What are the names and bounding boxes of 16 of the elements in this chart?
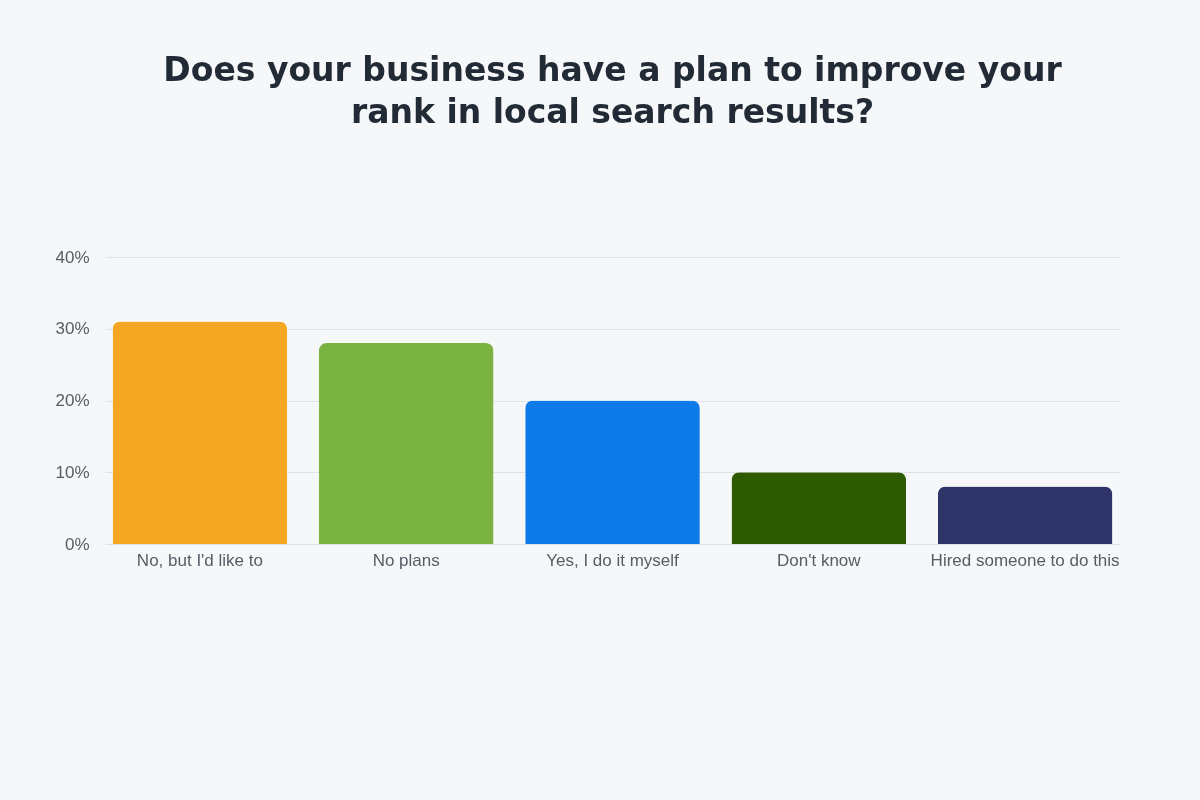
x-tick-label: No, but I'd like to: [136, 550, 263, 570]
x-tick-label: Hired someone to do this: [930, 550, 1120, 570]
y-tick-label: 0%: [64, 534, 90, 554]
x-tick-label: Yes, I do it myself: [546, 550, 680, 570]
y-tick-label: 20%: [55, 391, 90, 410]
bar: [525, 400, 700, 544]
bar: [937, 486, 1113, 544]
bar: [112, 321, 288, 544]
y-tick-label: 10%: [55, 462, 90, 482]
bar: [731, 472, 907, 544]
x-tick-label: No plans: [372, 550, 440, 570]
x-tick-label: Don't know: [777, 550, 862, 570]
chart-title: Does your business have a plan to improve your rank in local search results?: [163, 50, 1063, 131]
bar: [318, 343, 494, 544]
y-tick-label: 40%: [55, 247, 90, 267]
y-tick-label: 30%: [55, 319, 90, 339]
